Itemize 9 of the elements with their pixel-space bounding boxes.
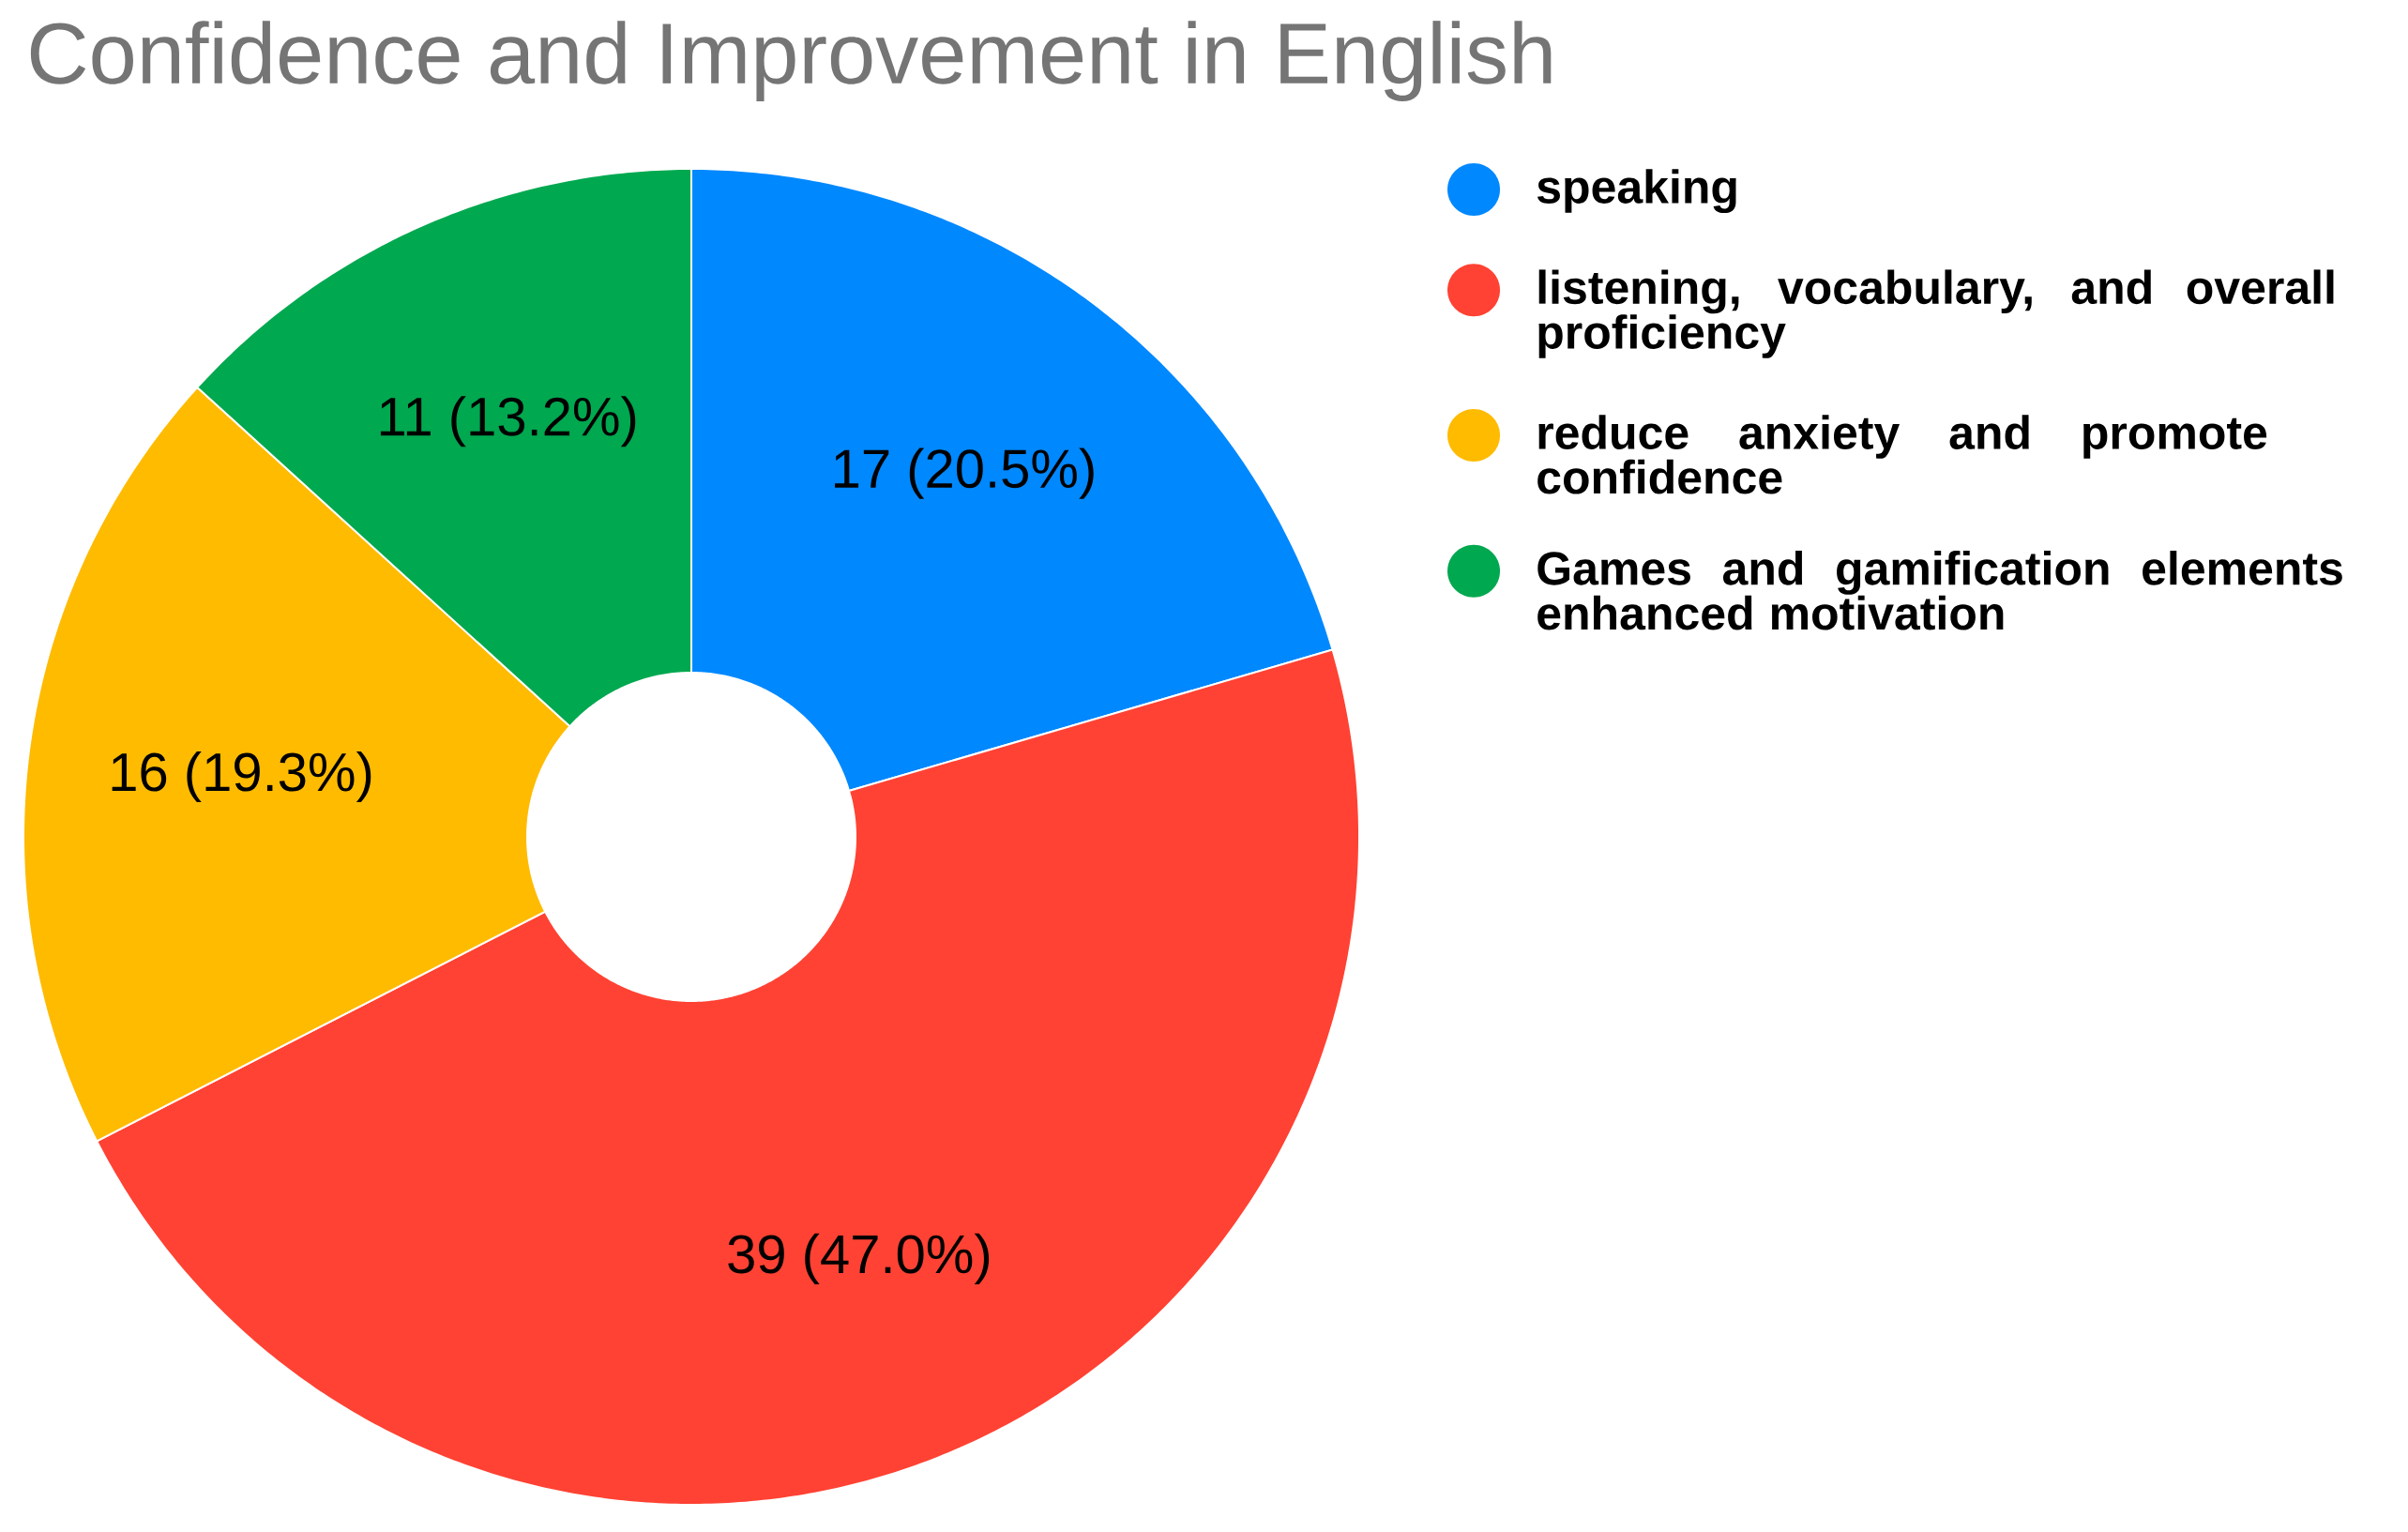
data-label: 16 (19.3%) <box>112 751 371 803</box>
legend-label: listening, vocabulary, and overall proficiency <box>1538 269 2334 358</box>
chart-title: Confidence and Improvement in English <box>30 21 1552 101</box>
data-label: 11 (13.2%) <box>380 396 636 447</box>
legend-label: Games and gamification elements enhanced motivation <box>1537 550 2342 630</box>
legend-label: reduce anxiety and promote confidence <box>1537 415 2267 494</box>
data-label: 17 (20.5%) <box>835 447 1094 499</box>
legend-label: speaking <box>1537 169 1736 214</box>
data-label: 39 (47.0%) <box>728 1233 990 1284</box>
